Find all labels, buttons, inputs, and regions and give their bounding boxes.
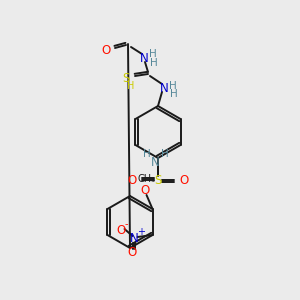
Text: +: + [137,227,146,237]
Text: S: S [154,173,162,187]
Text: N: N [140,52,148,64]
Text: H: H [149,49,157,59]
Text: O: O [140,184,149,197]
Text: N: N [130,232,139,245]
Text: -: - [125,219,128,229]
Text: H: H [127,81,135,91]
Text: N: N [160,82,168,94]
Text: O: O [179,173,189,187]
Text: CH₃: CH₃ [137,174,156,184]
Text: O: O [116,224,125,238]
Text: H: H [170,89,178,99]
Text: O: O [101,44,111,56]
Text: H: H [143,149,151,159]
Text: H: H [150,58,158,68]
Text: H: H [161,149,169,159]
Text: O: O [128,173,136,187]
Text: H: H [169,81,177,91]
Text: O: O [127,247,136,260]
Text: N: N [151,155,159,169]
Text: S: S [122,71,130,85]
